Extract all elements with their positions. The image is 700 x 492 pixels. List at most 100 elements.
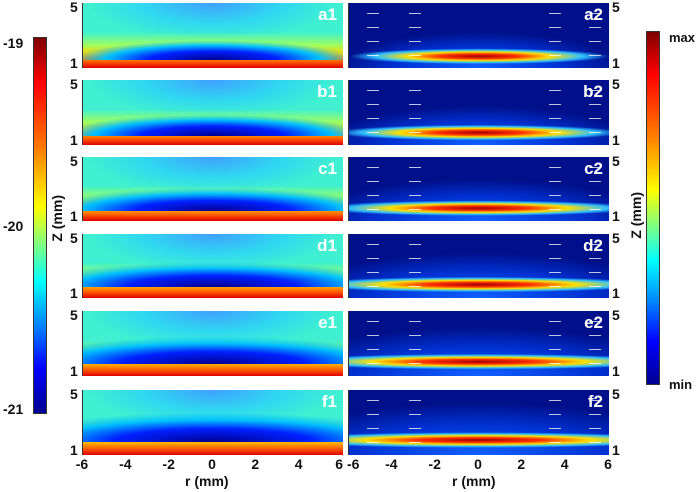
- y-tick-label: 5: [70, 76, 78, 92]
- flow-arrow: [367, 27, 379, 28]
- panel-label: a2: [584, 5, 603, 24]
- x-tick-label: 0: [474, 456, 482, 472]
- flow-arrow: [589, 104, 601, 105]
- colorbar-right-tick: max: [669, 30, 696, 45]
- flow-arrow: [409, 400, 421, 401]
- colorbar-left: [33, 37, 47, 414]
- x-tick-label: 6: [335, 456, 343, 472]
- x-tick-label: 4: [294, 456, 303, 472]
- flow-arrow: [589, 258, 601, 259]
- flow-arrow: [409, 41, 421, 42]
- y-tick-label: 1: [70, 363, 78, 379]
- flow-arrow: [589, 321, 601, 322]
- y-tick-label: 5: [70, 307, 78, 323]
- flow-arrow: [589, 209, 601, 210]
- flow-arrow: [549, 41, 561, 42]
- flow-arrow: [589, 272, 601, 273]
- panel-label: f1: [321, 392, 337, 411]
- panel-label: f2: [587, 392, 603, 411]
- flow-arrow: [589, 286, 601, 287]
- flow-arrow: [589, 181, 601, 182]
- flow-arrow: [367, 195, 379, 196]
- x-tick-label: 0: [208, 456, 216, 472]
- x-tick-label: -4: [119, 456, 132, 472]
- flow-arrow: [549, 132, 561, 133]
- x-axis-label-right: r (mm): [452, 473, 496, 489]
- flow-arrow: [409, 321, 421, 322]
- flow-arrow: [549, 118, 561, 119]
- flow-arrow: [589, 27, 601, 28]
- flow-arrow: [367, 41, 379, 42]
- x-tick-label: -2: [162, 456, 175, 472]
- flow-arrow: [367, 400, 379, 401]
- flow-arrow: [589, 400, 601, 401]
- flow-arrow: [367, 286, 379, 287]
- flow-arrow: [409, 195, 421, 196]
- flow-arrow: [549, 104, 561, 105]
- flow-arrow: [409, 118, 421, 119]
- y-tick-label: 1: [612, 363, 620, 379]
- flow-arrow: [589, 363, 601, 364]
- flow-arrow: [589, 90, 601, 91]
- y-tick-label: 5: [612, 307, 620, 323]
- flow-arrow: [589, 349, 601, 350]
- y-tick-label: 1: [70, 208, 78, 224]
- flow-arrow: [409, 132, 421, 133]
- y-tick-label: 5: [612, 153, 620, 169]
- flow-arrow: [589, 335, 601, 336]
- flow-arrow: [549, 244, 561, 245]
- x-tick-label: 6: [604, 456, 612, 472]
- x-axis-label-left: r (mm): [185, 473, 229, 489]
- flow-arrow: [367, 244, 379, 245]
- flow-arrow: [409, 428, 421, 429]
- panel-label: c1: [318, 159, 337, 178]
- flow-arrow: [549, 195, 561, 196]
- flow-arrow: [589, 428, 601, 429]
- flow-arrow: [367, 258, 379, 259]
- colorbar-left-tick: -20: [3, 218, 24, 234]
- colorbar-right: [646, 31, 660, 385]
- flow-arrow: [409, 414, 421, 415]
- x-tick-label: -6: [347, 456, 360, 472]
- flow-arrow: [409, 181, 421, 182]
- flow-arrow: [589, 132, 601, 133]
- flow-arrow: [549, 442, 561, 443]
- y-tick-label: 1: [612, 55, 620, 71]
- y-tick-label: 5: [70, 230, 78, 246]
- heatmap-panel-right: a2: [348, 3, 609, 68]
- flow-arrow: [367, 132, 379, 133]
- heatmap-panel-left: e1: [82, 311, 343, 376]
- flow-arrow: [367, 181, 379, 182]
- colorbar-left-tick: -19: [3, 35, 24, 51]
- y-tick-label: 5: [612, 230, 620, 246]
- heatmap-panel-right: f2: [348, 390, 609, 455]
- flow-arrow: [549, 272, 561, 273]
- flow-arrow: [409, 27, 421, 28]
- flow-arrow: [367, 321, 379, 322]
- y-tick-label: 1: [70, 132, 78, 148]
- flow-arrow: [589, 13, 601, 14]
- flow-arrow: [409, 272, 421, 273]
- flow-arrow: [589, 442, 601, 443]
- flow-arrow: [409, 258, 421, 259]
- flow-arrow: [589, 118, 601, 119]
- flow-arrow: [409, 90, 421, 91]
- panel-label: c2: [584, 159, 603, 178]
- y-tick-label: 5: [70, 153, 78, 169]
- flow-arrow: [367, 118, 379, 119]
- y-tick-label: 5: [70, 0, 78, 15]
- y-tick-label: 1: [612, 208, 620, 224]
- x-tick-label: -2: [428, 456, 441, 472]
- y-tick-label: 1: [612, 442, 620, 458]
- y-tick-label: 1: [70, 285, 78, 301]
- flow-arrow: [549, 400, 561, 401]
- y-tick-label: 1: [612, 285, 620, 301]
- y-axis-label-left: Z (mm): [49, 195, 65, 242]
- flow-arrow: [367, 272, 379, 273]
- flow-arrow: [549, 27, 561, 28]
- heatmap-panel-right: b2: [348, 80, 609, 145]
- colorbar-left-tick: -21: [3, 401, 24, 417]
- heatmap-panel-left: c1: [82, 157, 343, 221]
- flow-arrow: [549, 349, 561, 350]
- flow-arrow: [549, 181, 561, 182]
